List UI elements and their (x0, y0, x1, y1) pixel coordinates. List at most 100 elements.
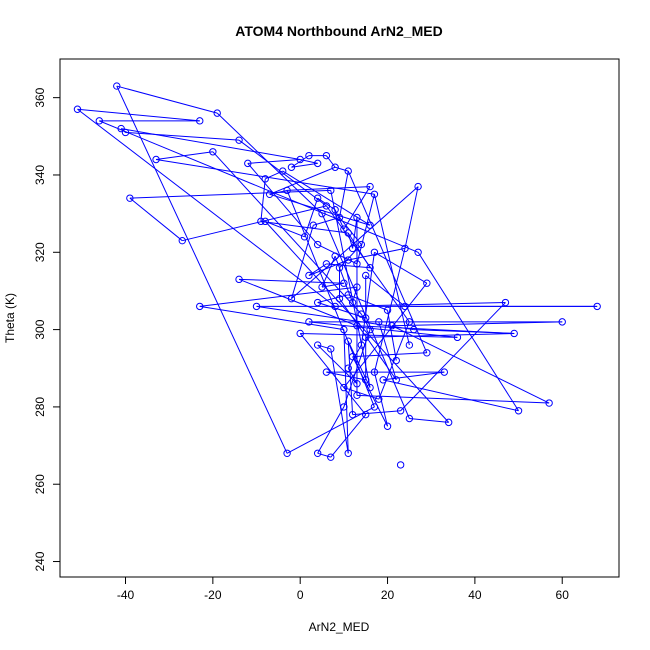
data-point (414, 248, 422, 256)
data-point (366, 221, 374, 229)
data-point (327, 345, 335, 353)
series-segment (326, 263, 371, 269)
series-segment (343, 186, 371, 230)
data-point (545, 399, 553, 407)
series-segment (260, 178, 266, 222)
data-point (300, 233, 309, 241)
data-point (261, 175, 269, 183)
data-point (444, 418, 453, 427)
data-point (375, 395, 383, 403)
data-point (414, 182, 422, 191)
series-segment (391, 321, 563, 327)
series-segment (247, 159, 301, 164)
data-point (396, 407, 405, 415)
data-point (244, 159, 252, 168)
data-point (340, 383, 348, 392)
data-point (344, 256, 352, 264)
series-segment (116, 85, 218, 114)
data-point (313, 449, 322, 457)
data-point (209, 148, 217, 156)
x-tick-label: -20 (204, 588, 222, 602)
data-point (370, 190, 379, 198)
series-segment (330, 190, 371, 388)
series-segment (378, 321, 410, 400)
data-point (265, 190, 274, 198)
data-point (405, 414, 414, 423)
data-point (327, 186, 335, 195)
series-segment (313, 217, 340, 226)
data-point (322, 202, 331, 210)
data-point (335, 264, 344, 272)
series-segment (404, 186, 419, 249)
x-tick-label: 0 (297, 588, 304, 602)
series-segment (129, 197, 183, 242)
series-segment (352, 410, 401, 416)
series-segment (199, 286, 358, 307)
data-point (313, 341, 322, 349)
series-segment (129, 189, 331, 199)
data-point (178, 236, 186, 245)
data-point (440, 368, 449, 376)
series-segment (121, 128, 301, 161)
series-segment (347, 340, 371, 388)
data-point (396, 461, 405, 469)
data-point (335, 213, 344, 222)
series-segment (374, 251, 428, 284)
data-point (593, 302, 601, 311)
data-point (401, 302, 409, 311)
data-point (370, 403, 379, 411)
series-segment (352, 286, 358, 303)
series-segment (348, 294, 388, 311)
data-point (366, 182, 374, 191)
series-segment (212, 151, 362, 315)
data-point (283, 186, 291, 195)
data-point (383, 422, 392, 430)
data-point (252, 302, 261, 311)
series-segment (156, 151, 213, 161)
data-point (121, 128, 130, 137)
data-point (353, 283, 361, 291)
series-segment (347, 232, 371, 269)
data-point (362, 410, 370, 419)
series-segment (77, 108, 200, 122)
data-point (423, 349, 431, 357)
data-point (405, 341, 414, 349)
data-point (340, 403, 348, 411)
data-point (344, 167, 352, 175)
data-point (113, 82, 121, 90)
series-segment (299, 333, 367, 415)
axis-layer: -40 -20 0 20 40 60 240 260 280 300 320 340 360 (33, 87, 569, 602)
series-segment (99, 120, 419, 253)
series-segment (330, 348, 349, 454)
series-segment (317, 452, 331, 458)
data-point (309, 221, 317, 229)
series-segment (365, 332, 515, 338)
x-tick-label: -40 (117, 588, 135, 602)
chart-title: ATOM4 Northbound ArN2_MED (235, 23, 442, 39)
data-point (313, 159, 322, 168)
data-point (322, 260, 331, 268)
data-point (344, 364, 352, 372)
data-point (405, 318, 414, 326)
data-point (283, 449, 291, 457)
series-segment (325, 155, 336, 168)
data-point (383, 306, 392, 314)
series-segment (77, 108, 336, 307)
series-segment (334, 166, 349, 172)
data-point (322, 151, 331, 160)
series-segment (290, 225, 314, 299)
data-point (318, 209, 326, 218)
series-segment (391, 325, 550, 404)
y-tick-label: 300 (33, 319, 47, 339)
series-segment (352, 352, 427, 358)
series-segment (335, 302, 506, 307)
series-segment (326, 371, 366, 381)
series-segment (317, 302, 366, 319)
data-point (362, 376, 370, 384)
data-point (152, 155, 160, 164)
series-segment (347, 232, 354, 249)
series-segment (343, 387, 379, 400)
series-segment (239, 278, 344, 284)
series-segment (352, 356, 388, 427)
